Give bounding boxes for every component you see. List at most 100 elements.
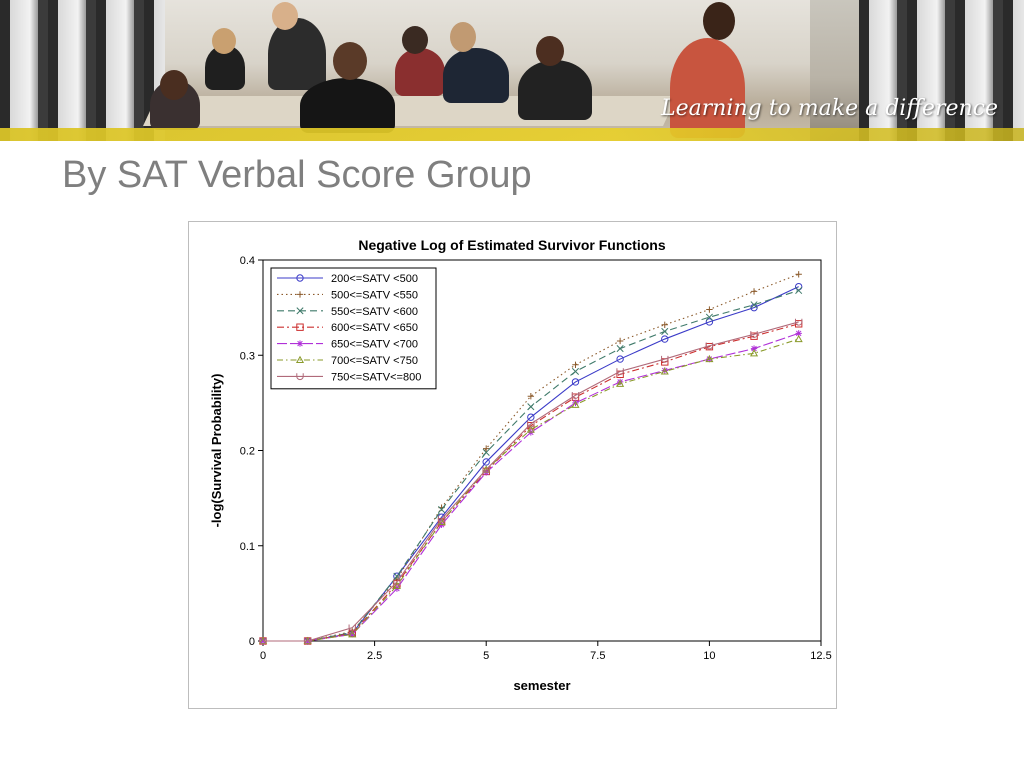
data-point-marker (393, 578, 401, 586)
data-point-marker (616, 345, 624, 353)
header-banner-photo: Learning to make a difference (0, 0, 1024, 141)
data-point-marker (616, 355, 624, 363)
data-point-marker (295, 355, 305, 364)
data-point-marker (438, 506, 446, 514)
y-tick-label: 0.1 (240, 541, 255, 553)
legend-entry-label: 500<=SATV <550 (331, 289, 418, 301)
data-point-marker (482, 465, 491, 473)
data-point-marker (296, 340, 304, 347)
data-point-marker (750, 288, 758, 295)
instructor-figure (670, 38, 745, 138)
data-point-marker (296, 274, 304, 282)
data-point-marker (660, 367, 669, 375)
data-point-marker (661, 355, 669, 363)
y-tick-label: 0.2 (240, 446, 255, 458)
data-point-marker (296, 323, 304, 331)
data-point-marker (296, 291, 304, 298)
data-point-marker (750, 331, 758, 338)
data-point-marker (527, 403, 535, 411)
x-tick-label: 10 (703, 650, 715, 662)
banner-tagline: Learning to make a difference (661, 96, 998, 121)
y-tick-label: 0 (249, 636, 255, 648)
student-figure (443, 48, 509, 103)
data-point-marker (795, 330, 802, 337)
legend-entry-label: 600<=SATV <650 (331, 322, 418, 334)
data-point-marker (348, 630, 357, 638)
chart-svg: Negative Log of Estimated Survivor Funct… (209, 237, 832, 693)
x-tick-label: 7.5 (590, 650, 605, 662)
chart-title: Negative Log of Estimated Survivor Funct… (358, 237, 665, 253)
data-point-marker (303, 637, 312, 645)
standing-student-head (272, 2, 298, 30)
slide-title: By SAT Verbal Score Group (62, 154, 532, 196)
data-point-marker (527, 413, 535, 421)
instructor-head (703, 2, 735, 40)
data-point-marker (527, 393, 535, 400)
seated-student-figure (300, 78, 395, 133)
data-point-marker (661, 367, 668, 374)
data-point-marker (527, 420, 535, 428)
data-point-marker (705, 354, 714, 363)
data-point-marker (571, 378, 580, 386)
x-axis-label: semester (513, 678, 570, 693)
classroom-table (143, 96, 677, 126)
data-point-marker (572, 399, 579, 407)
legend-entry-label: 200<=SATV <500 (331, 273, 418, 285)
student-head (450, 22, 476, 52)
data-point-marker (750, 345, 758, 352)
data-point-marker (750, 301, 758, 309)
y-tick-label: 0.4 (240, 255, 255, 267)
data-point-marker (348, 624, 356, 632)
data-point-marker (482, 448, 490, 456)
legend-box (270, 267, 437, 390)
x-tick-label: 12.5 (810, 650, 831, 662)
data-point-marker (749, 349, 759, 357)
data-point-marker (616, 379, 625, 387)
data-point-marker (661, 327, 669, 335)
data-point-marker (705, 318, 714, 326)
student-head (212, 28, 236, 54)
data-point-marker (482, 466, 490, 474)
data-point-marker (661, 321, 668, 328)
data-point-marker (794, 334, 803, 343)
student-head (160, 70, 188, 100)
data-point-marker (706, 306, 713, 313)
data-point-marker (571, 367, 580, 375)
standing-student-figure (268, 18, 326, 90)
data-point-marker (572, 361, 579, 368)
y-tick-label: 0.3 (240, 350, 255, 362)
seated-student-head (333, 42, 367, 80)
student-figure (518, 60, 592, 120)
x-tick-label: 5 (483, 650, 489, 662)
data-point-marker (795, 286, 803, 295)
data-point-marker (705, 342, 714, 350)
legend-entry-label: 650<=SATV <700 (331, 339, 418, 351)
legend-entry-label: 550<=SATV <600 (331, 306, 418, 318)
left-pillars-graphic (0, 0, 165, 141)
data-point-marker (437, 515, 446, 523)
y-axis-label: -log(Survival Probability) (209, 374, 224, 528)
student-head (402, 26, 428, 54)
data-point-marker (661, 335, 669, 343)
series-line-5 (263, 338, 799, 642)
data-point-marker (616, 378, 624, 386)
data-point-marker (296, 307, 304, 315)
data-point-marker (705, 313, 713, 321)
data-point-marker (795, 271, 802, 278)
data-point-marker (616, 337, 624, 345)
legend-entry-label: 700<=SATV <750 (331, 355, 418, 367)
data-point-marker (526, 425, 535, 433)
right-pillars-graphic (859, 0, 1024, 141)
data-point-marker (616, 368, 624, 376)
data-point-marker (571, 392, 580, 399)
survivor-function-chart: Negative Log of Estimated Survivor Funct… (188, 221, 837, 709)
data-point-marker (483, 445, 490, 452)
data-point-marker (259, 637, 267, 645)
data-point-marker (482, 458, 490, 466)
legend-entry-label: 750<=SATV<=800 (331, 371, 421, 383)
gold-accent-strip (0, 128, 1024, 141)
data-point-marker (392, 581, 401, 589)
student-figure (395, 48, 445, 96)
student-head (536, 36, 564, 66)
series-line-6 (263, 321, 799, 642)
